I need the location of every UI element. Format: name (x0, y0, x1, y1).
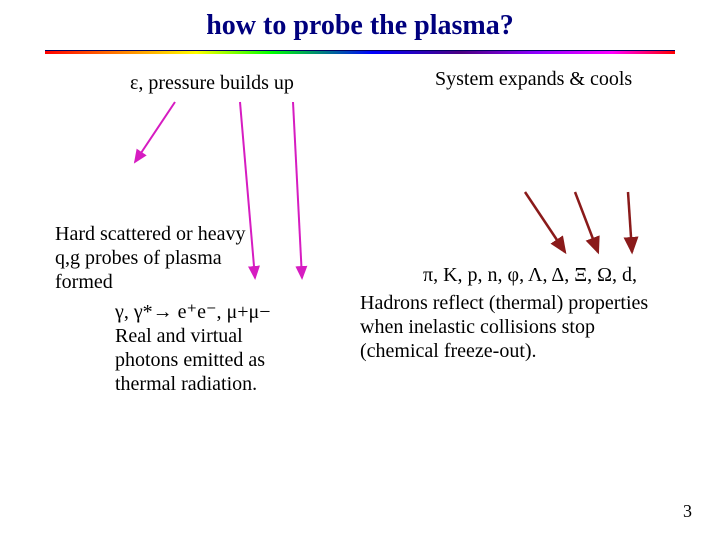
slide-title: how to probe the plasma? (0, 0, 720, 42)
right-l3: (chemical freeze-out). (360, 339, 700, 363)
right-text-block: π, K, p, n, φ, Λ, Δ, Ξ, Ω, d, Hadrons re… (360, 263, 700, 363)
right-l2: when inelastic collisions stop (360, 315, 700, 339)
right-l1: Hadrons reflect (thermal) properties (360, 291, 700, 315)
left-sub-block: γ, γ*→ e⁺e⁻, μ+μ− Real and virtual photo… (115, 300, 365, 396)
label-expands: System expands & cools (435, 68, 632, 91)
hadron-list: π, K, p, n, φ, Λ, Δ, Ξ, Ω, d, (360, 263, 700, 287)
left-l3: formed (55, 270, 275, 294)
slide-number: 3 (683, 501, 692, 522)
photons-l2: photons emitted as (115, 348, 365, 372)
left-l2: q,g probes of plasma (55, 246, 275, 270)
photons-l3: thermal radiation. (115, 372, 365, 396)
photons-l1: Real and virtual (115, 324, 365, 348)
left-text-block: Hard scattered or heavy q,g probes of pl… (55, 222, 275, 294)
darkred-arrows (525, 192, 632, 252)
label-pressure: ε, pressure builds up (130, 72, 294, 95)
left-l1: Hard scattered or heavy (55, 222, 275, 246)
probes-line: γ, γ*→ e⁺e⁻, μ+μ− (115, 300, 365, 324)
rainbow-rule (45, 50, 675, 54)
